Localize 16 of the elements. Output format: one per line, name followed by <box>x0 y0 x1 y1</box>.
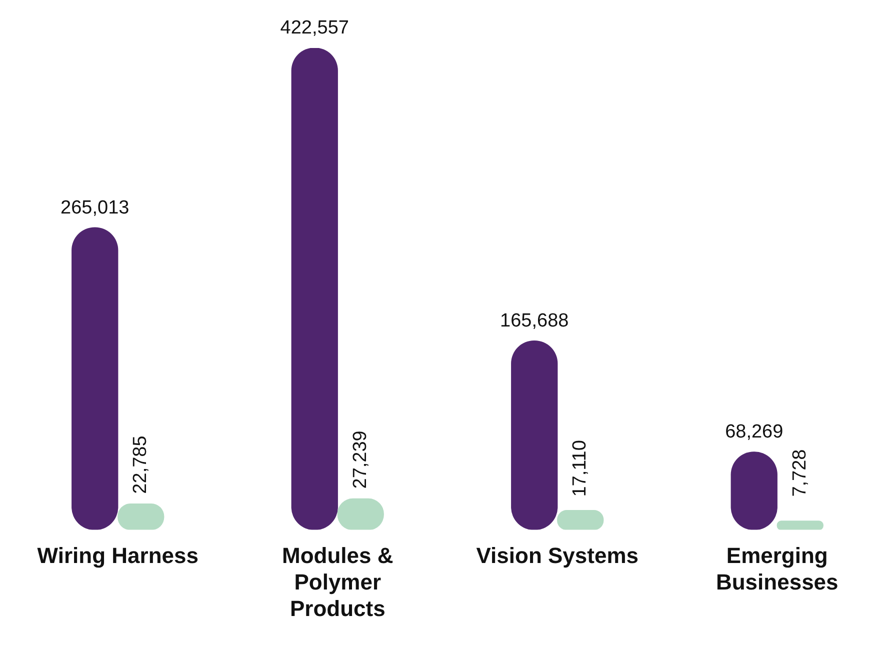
x-tick-label: Emerging Businesses <box>716 543 838 594</box>
x-tick-label: Modules & Polymer Products <box>282 543 394 621</box>
data-label: 265,013 <box>60 197 130 218</box>
data-label: 22,785 <box>130 436 152 494</box>
data-label: 422,557 <box>280 18 349 39</box>
x-tick-label: Wiring Harness <box>37 543 198 568</box>
bar <box>776 520 824 530</box>
data-label: 17,110 <box>570 440 591 497</box>
data-label: 165,688 <box>500 310 569 332</box>
x-tick-label: Vision Systems <box>476 543 638 568</box>
bar <box>72 227 118 530</box>
bar <box>291 48 338 530</box>
data-label: 7,728 <box>789 449 810 497</box>
bar <box>511 340 558 530</box>
data-label: 68,269 <box>725 422 784 443</box>
data-label: 27,239 <box>350 430 371 489</box>
